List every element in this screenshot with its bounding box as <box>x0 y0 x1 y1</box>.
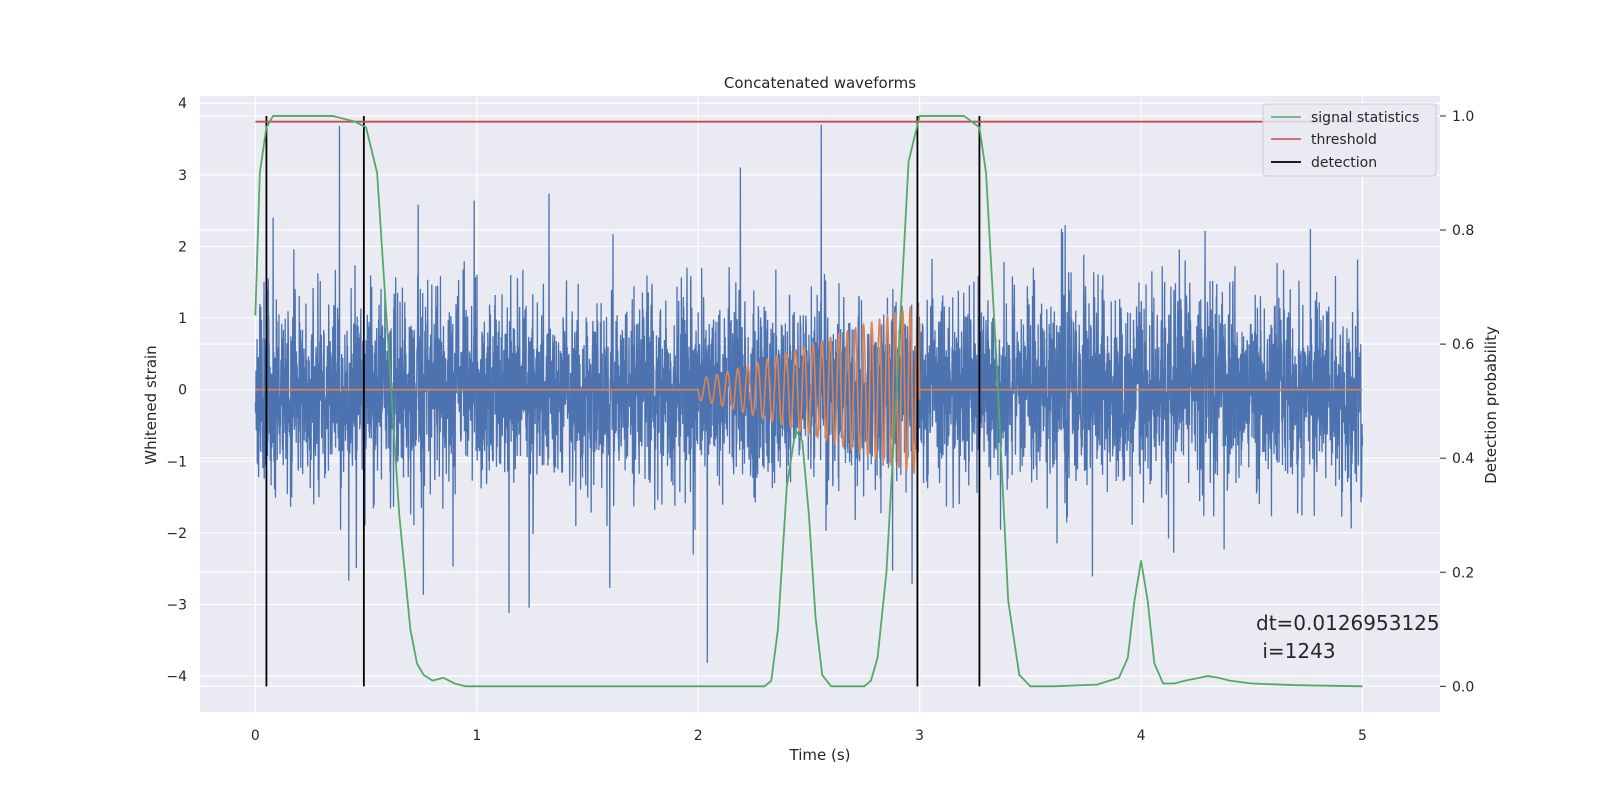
y-tick-label: 4 <box>178 96 187 112</box>
y2-tick-label: 1.0 <box>1452 109 1474 125</box>
plot-content <box>254 115 1364 688</box>
legend: signal statistics threshold detection <box>1262 103 1437 177</box>
y-axis-label: Whitened strain <box>142 345 160 464</box>
y-tick-label: 3 <box>178 168 187 184</box>
y-tick-label: −1 <box>166 454 187 470</box>
y2-tick-label: 0.8 <box>1452 223 1474 239</box>
noise-segment-2 <box>476 193 699 614</box>
legend-label-detection: detection <box>1311 155 1377 171</box>
x-tick-label: 2 <box>694 728 703 744</box>
y-tick-label: −2 <box>166 526 187 542</box>
y2-tick-label: 0.4 <box>1452 451 1474 467</box>
signal-statistics-line <box>254 115 1363 688</box>
noise-segment-4 <box>918 225 1142 577</box>
x-tick-label: 1 <box>472 728 481 744</box>
injected-signal-series <box>255 303 1363 474</box>
x-tick-label: 4 <box>1137 728 1146 744</box>
y-tick-label: −4 <box>166 669 187 685</box>
signal-statistics-series <box>254 115 1363 688</box>
detection-lines <box>265 115 981 687</box>
y2-tick-label: 0.0 <box>1452 679 1474 695</box>
y-tick-label: −3 <box>166 598 187 614</box>
x-axis-label: Time (s) <box>789 746 851 764</box>
x-tick-label: 0 <box>251 728 260 744</box>
noise-segment-1 <box>365 200 478 595</box>
y2-axis-label: Detection probability <box>1482 326 1500 484</box>
legend-label-threshold: threshold <box>1311 132 1377 148</box>
x-tick-label: 3 <box>915 728 924 744</box>
noise-segment-5 <box>1140 228 1364 553</box>
y-tick-label: 0 <box>178 383 187 399</box>
x-tick-label: 5 <box>1358 728 1367 744</box>
y2-tick-labels: 0.0 0.2 0.4 0.6 0.8 1.0 <box>1440 109 1474 695</box>
annotation-dt: dt=0.0126953125 <box>1256 611 1440 635</box>
chart-title: Concatenated waveforms <box>724 74 916 92</box>
y-tick-label: 1 <box>178 311 187 327</box>
x-tick-labels: 0 1 2 3 4 5 <box>251 728 1367 744</box>
injected-signal-line <box>255 303 1363 474</box>
y-tick-labels: −4 −3 −2 −1 0 1 2 3 4 <box>166 96 187 685</box>
noise-segment-0 <box>254 125 367 581</box>
y2-tick-label: 0.6 <box>1452 337 1474 353</box>
legend-label-signal-statistics: signal statistics <box>1311 110 1419 126</box>
legend-box <box>1262 103 1437 177</box>
y-tick-label: 2 <box>178 239 187 255</box>
annotation-index: i=1243 <box>1256 639 1336 663</box>
y2-tick-label: 0.2 <box>1452 565 1474 581</box>
